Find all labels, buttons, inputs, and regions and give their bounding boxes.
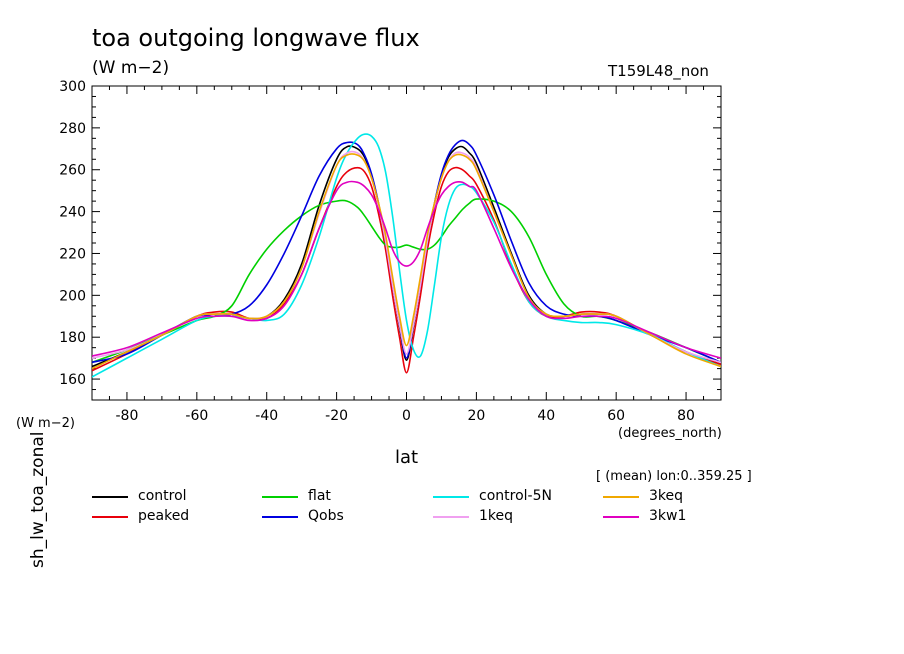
chart-units: (W m−2)	[92, 58, 170, 78]
y-tick-label: 160	[59, 372, 86, 388]
legend-label-flat: flat	[308, 488, 331, 504]
legend-item-flat: flat	[262, 488, 402, 506]
legend-item-qobs: Qobs	[262, 508, 402, 526]
legend-label-qobs: Qobs	[308, 508, 344, 524]
y-tick-label: 260	[59, 163, 86, 179]
series-line-control	[92, 145, 721, 368]
legend-label-3keq: 3keq	[649, 488, 684, 504]
x-tick-label: 20	[467, 408, 485, 424]
x-tick-label: -40	[255, 408, 278, 424]
run-id-label: T159L48_non	[608, 62, 709, 80]
averaging-note: [ (mean) lon:0..359.25 ]	[596, 469, 752, 484]
legend-swatch-control	[92, 496, 128, 498]
legend-item-1keq: 1keq	[433, 508, 573, 526]
legend-item-3kw1: 3kw1	[603, 508, 743, 526]
x-tick-label: 80	[677, 408, 695, 424]
legend-label-control: control	[138, 488, 187, 504]
legend-item-peaked: peaked	[92, 508, 232, 526]
legend-label-1keq: 1keq	[479, 508, 514, 524]
y-tick-label: 220	[59, 246, 86, 262]
series-line-flat	[92, 198, 721, 364]
series-line-3kw1	[92, 180, 721, 359]
x-tick-label: -20	[325, 408, 348, 424]
x-tick-label: 60	[607, 408, 625, 424]
x-tick-label: 0	[402, 408, 411, 424]
legend-swatch-3keq	[603, 496, 639, 498]
series-line-3keq	[92, 153, 721, 370]
y-axis-label: sh_lw_toa_zonal	[28, 431, 48, 568]
chart-title: toa outgoing longwave flux	[92, 24, 420, 52]
legend-label-control-5n: control-5N	[479, 488, 552, 504]
plot-frame	[91, 85, 722, 401]
legend-item-3keq: 3keq	[603, 488, 743, 506]
legend-swatch-1keq	[433, 516, 469, 518]
y-tick-label: 180	[59, 330, 86, 346]
legend-swatch-flat	[262, 496, 298, 498]
x-tick-label: -60	[185, 408, 208, 424]
x-axis-units: (degrees_north)	[618, 426, 722, 441]
y-axis-units: (W m−2)	[16, 416, 75, 431]
x-tick-label: 40	[537, 408, 555, 424]
series-line-1keq	[92, 150, 721, 364]
y-tick-label: 300	[59, 79, 86, 95]
legend-swatch-peaked	[92, 516, 128, 518]
legend-label-peaked: peaked	[138, 508, 190, 524]
legend-swatch-3kw1	[603, 516, 639, 518]
y-tick-label: 240	[59, 205, 86, 221]
y-tick-label: 200	[59, 288, 86, 304]
y-tick-label: 280	[59, 121, 86, 137]
legend-swatch-qobs	[262, 516, 298, 518]
series-line-peaked	[92, 166, 721, 374]
legend-item-control-5n: control-5N	[433, 488, 573, 506]
series-line-control-5n	[92, 133, 721, 378]
series-line-qobs	[92, 139, 721, 364]
x-axis-label: lat	[395, 447, 419, 468]
legend-label-3kw1: 3kw1	[649, 508, 687, 524]
legend-swatch-control-5n	[433, 496, 469, 498]
legend-item-control: control	[92, 488, 232, 506]
x-tick-label: -80	[116, 408, 139, 424]
